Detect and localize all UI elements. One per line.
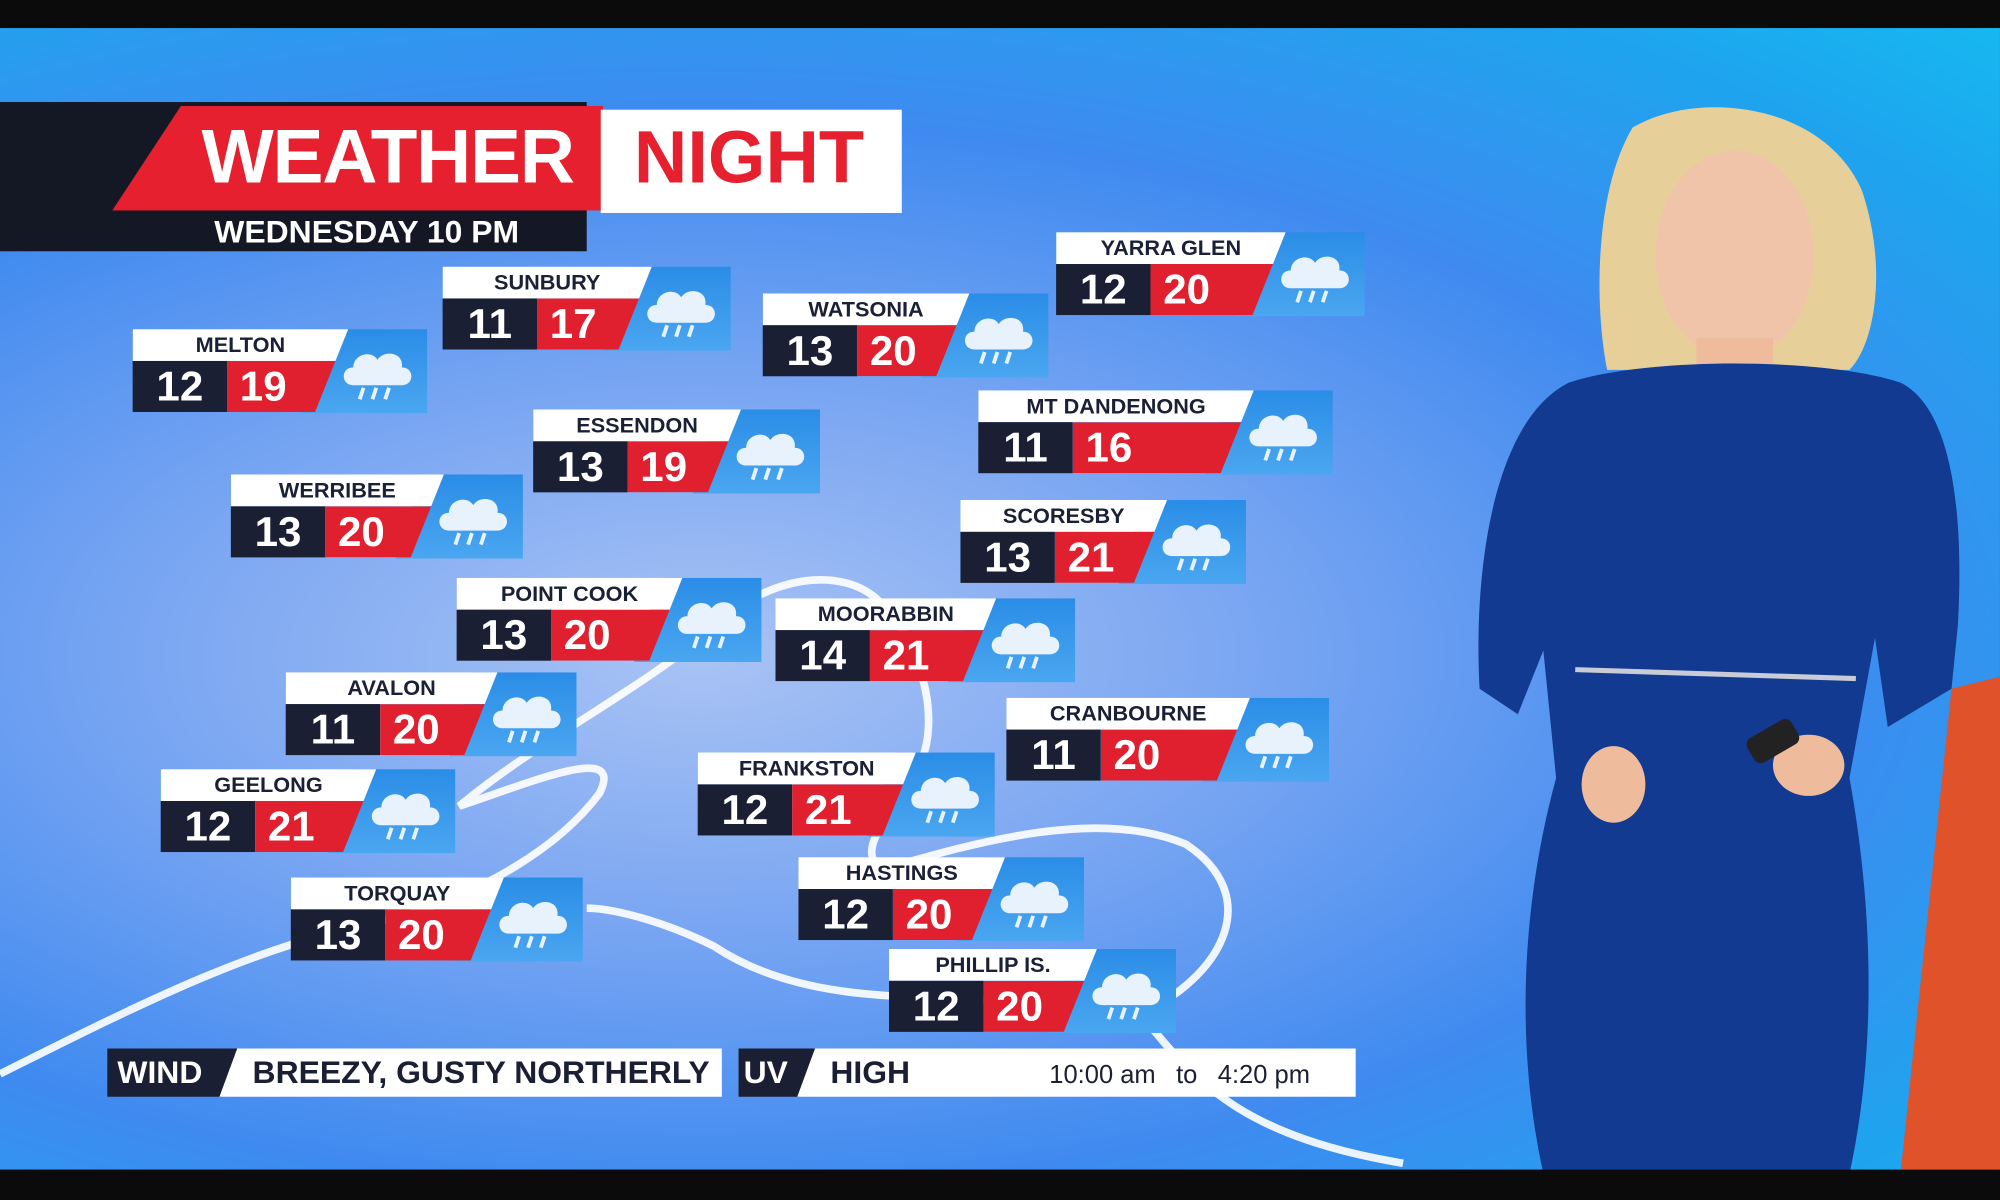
uv-from: 10:00 am: [1049, 1061, 1156, 1090]
location-name: AVALON: [286, 672, 498, 704]
forecast-tile: AVALON 11 20: [285, 672, 577, 757]
location-name: PHILLIP IS.: [889, 949, 1097, 981]
header-night-box: [600, 109, 902, 214]
header-red-block: [112, 105, 604, 211]
max-temp: 21: [792, 784, 903, 835]
letterbox-top: [0, 0, 2000, 29]
max-temp: 19: [227, 361, 335, 412]
uv-time-range: 10:00 am to 4:20 pm: [1039, 1048, 1320, 1096]
location-name: MT DANDENONG: [978, 390, 1254, 422]
max-temp: 20: [385, 909, 491, 960]
header-title-night: NIGHT: [633, 116, 865, 199]
min-temp: 13: [290, 909, 386, 961]
min-temp: 13: [960, 531, 1055, 583]
uv-level: HIGH: [830, 1054, 911, 1091]
location-name: SCORESBY: [960, 500, 1167, 532]
max-temp: 17: [537, 298, 639, 349]
forecast-tile: YARRA GLEN 12 20: [1056, 232, 1365, 317]
forecast-tile: MT DANDENONG 11 16: [978, 390, 1333, 475]
location-name: HASTINGS: [798, 857, 1005, 889]
min-temp: 13: [533, 441, 628, 493]
wind-label: WIND: [107, 1048, 240, 1096]
max-temp: 20: [380, 704, 485, 755]
uv-bar: UV HIGH 10:00 am to 4:20 pm: [739, 1048, 1356, 1097]
location-name: TORQUAY: [291, 878, 504, 910]
forecast-tile: PHILLIP IS. 12 20: [889, 948, 1177, 1034]
location-name: MOORABBIN: [776, 598, 997, 630]
forecast-tile: HASTINGS 12 20: [798, 857, 1085, 942]
forecast-tile: MOORABBIN 14 21: [775, 598, 1076, 683]
forecast-tile: GEELONG 12 21: [160, 769, 456, 854]
forecast-tile: MELTON 12 19: [132, 329, 428, 414]
max-temp: 16: [1073, 422, 1241, 473]
min-temp: 12: [889, 980, 984, 1032]
forecast-tile: FRANKSTON 12 21: [697, 752, 995, 837]
forecast-tile: WATSONIA 13 20: [762, 293, 1049, 378]
location-name: FRANKSTON: [698, 753, 916, 785]
wind-bar: WIND BREEZY, GUSTY NORTHERLY: [107, 1048, 722, 1097]
forecast-tile: SCORESBY 13 21: [960, 499, 1247, 585]
min-temp: 11: [285, 704, 381, 756]
min-temp: 12: [160, 801, 256, 853]
uv-value: HIGH 10:00 am to 4:20 pm: [797, 1048, 1356, 1097]
wind-value: BREEZY, GUSTY NORTHERLY: [219, 1048, 722, 1097]
location-name: GEELONG: [161, 769, 377, 801]
location-name: YARRA GLEN: [1056, 232, 1286, 264]
location-name: SUNBURY: [443, 267, 652, 299]
max-temp: 21: [870, 630, 984, 681]
min-temp: 14: [775, 630, 870, 682]
location-name: ESSENDON: [533, 409, 741, 441]
min-temp: 12: [697, 784, 793, 836]
forecast-tile: WERRIBEE 13 20: [230, 474, 523, 559]
max-temp: 20: [1101, 730, 1237, 781]
min-temp: 11: [442, 298, 537, 350]
max-temp: 20: [325, 506, 431, 557]
location-name: POINT COOK: [457, 578, 683, 610]
min-temp: 12: [798, 889, 893, 941]
forecast-tile: TORQUAY 13 20: [290, 877, 583, 962]
min-temp: 13: [456, 609, 552, 661]
uv-to: 4:20 pm: [1217, 1061, 1310, 1090]
location-name: CRANBOURNE: [1006, 698, 1250, 730]
min-temp: 13: [762, 325, 858, 377]
letterbox-bottom: [0, 1169, 2000, 1200]
max-temp: 20: [551, 610, 670, 661]
min-temp: 12: [132, 360, 228, 412]
max-temp: 20: [1151, 264, 1273, 315]
forecast-tile: POINT COOK 13 20: [456, 577, 762, 662]
header-date: WEDNESDAY 10 PM: [214, 214, 520, 250]
forecast-tile: ESSENDON 13 19: [533, 409, 821, 494]
min-temp: 12: [1056, 264, 1151, 316]
max-temp: 21: [255, 801, 363, 852]
min-temp: 11: [978, 422, 1073, 474]
location-name: WERRIBEE: [231, 474, 444, 506]
forecast-tile: SUNBURY 11 17: [442, 266, 731, 351]
forecast-tile: CRANBOURNE 11 20: [1006, 697, 1330, 782]
min-temp: 13: [230, 506, 326, 558]
location-name: WATSONIA: [763, 293, 970, 325]
rain-cloud-icon: [920, 293, 1049, 378]
uv-to-word: to: [1176, 1061, 1198, 1090]
location-name: MELTON: [133, 329, 349, 361]
min-temp: 11: [1006, 729, 1101, 781]
presenter: [1478, 107, 2000, 1174]
header-title-weather: WEATHER: [201, 113, 576, 199]
